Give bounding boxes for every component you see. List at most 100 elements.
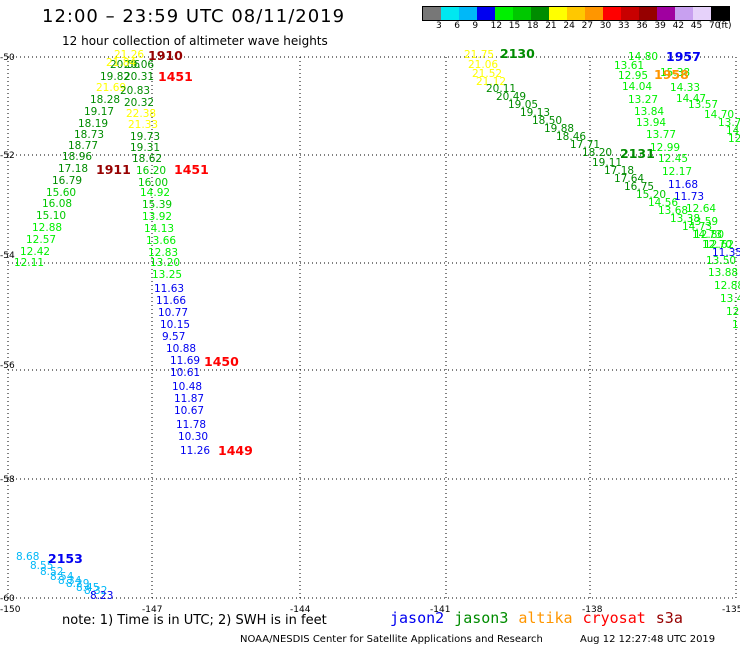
wave-height-label: 13.27 <box>628 94 658 106</box>
longitude-label: -138 <box>582 605 603 615</box>
wave-height-label: 12.11 <box>14 257 44 269</box>
wave-height-label: 8.34 <box>58 575 82 587</box>
wave-height-label: 20.11 <box>486 83 516 95</box>
wave-height-label: 11.63 <box>154 283 184 295</box>
wave-height-label: 12.80 <box>694 229 724 241</box>
wave-height-label: 15.10 <box>36 210 66 222</box>
wave-height-label: 21.26 <box>114 49 144 61</box>
wave-height-label: 14.13 <box>144 223 174 235</box>
wave-height-label: 12.45 <box>658 153 688 165</box>
wave-height-label: 12.62 <box>704 239 734 251</box>
wave-height-label: 15.38 <box>660 67 690 79</box>
legend-label: 45 <box>690 21 703 31</box>
legend-label: 70 <box>709 21 721 31</box>
legend-swatch <box>567 7 585 20</box>
legend-swatch <box>477 7 495 20</box>
color-legend <box>422 6 730 21</box>
wave-height-label: 16.79 <box>52 175 82 187</box>
wave-height-label: 21.12 <box>476 76 506 88</box>
wave-height-label: 13.88 <box>708 267 738 279</box>
wave-height-label: 18.96 <box>62 151 92 163</box>
wave-height-label: 13.38 <box>670 213 700 225</box>
wave-height-label: 14.04 <box>622 81 652 93</box>
wave-height-label: 17.71 <box>570 139 600 151</box>
wave-height-label: 11.69 <box>170 355 200 367</box>
satellite-name: altika <box>518 609 573 627</box>
wave-height-label: 16.75 <box>624 181 654 193</box>
wave-height-label: 12.42 <box>20 246 50 258</box>
legend-swatch <box>621 7 639 20</box>
wave-height-label: 10.67 <box>174 405 204 417</box>
wave-height-label: 11.35 <box>712 247 740 259</box>
wave-height-label: 12.5 <box>728 133 740 145</box>
legend-swatch <box>693 7 711 20</box>
wave-height-label: 13.25 <box>152 269 182 281</box>
wave-height-label: 12 <box>726 306 739 318</box>
wave-height-label: 19.82 <box>100 71 130 83</box>
legend-swatch <box>531 7 549 20</box>
wave-height-label: 12.88 <box>714 280 740 292</box>
legend-label: 24 <box>563 21 575 31</box>
color-legend-labels: 3 6 9 12 15 18 21 24 27 30 33 36 39 42 45 70 (ft) <box>422 21 740 35</box>
wave-height-label: 11.26 <box>180 445 210 457</box>
wave-height-label: 19.17 <box>84 106 114 118</box>
wave-height-label: 10.15 <box>160 319 190 331</box>
pass-time-label: 1957 <box>666 49 701 64</box>
wave-height-label: 18.19 <box>78 118 108 130</box>
wave-height-label: 12.57 <box>26 234 56 246</box>
longitude-label: -144 <box>290 605 311 615</box>
wave-height-label: 10.61 <box>170 367 200 379</box>
legend-swatch <box>423 7 441 20</box>
legend-swatch <box>495 7 513 20</box>
map-subtitle: 12 hour collection of altimeter wave hei… <box>62 34 328 48</box>
wave-height-label: 13.20 <box>150 257 180 269</box>
wave-height-label: 13.84 <box>634 106 664 118</box>
satellite-name: s3a <box>655 609 683 627</box>
wave-height-label: 8.32 <box>84 585 107 597</box>
wave-height-label: 10.30 <box>178 431 208 443</box>
wave-height-label: 20.49 <box>496 91 526 103</box>
legend-swatch <box>657 7 675 20</box>
wave-height-label: 19.73 <box>130 131 160 143</box>
wave-height-label: 14.56 <box>648 197 678 209</box>
wave-height-label: 21.69 <box>96 82 126 94</box>
satellite-name: cryosat <box>582 609 646 627</box>
legend-label: 9 <box>472 21 479 31</box>
pass-time-label: 1451 <box>158 69 193 84</box>
wave-height-label: 19.11 <box>592 157 622 169</box>
wave-height-label: 14.73 <box>692 229 722 241</box>
satellite-name: jason2 <box>390 609 445 627</box>
legend-label: 33 <box>618 21 630 31</box>
wave-height-label: 13.4 <box>720 293 740 305</box>
wave-height-label: 21.75 <box>464 49 494 61</box>
wave-height-label: 21.84 <box>106 57 136 69</box>
wave-height-label: 11.87 <box>174 393 204 405</box>
timestamp-text: Aug 12 12:27:48 UTC 2019 <box>580 634 716 645</box>
credit-text: NOAA/NESDIS Center for Satellite Applica… <box>240 634 543 645</box>
legend-label: 6 <box>454 21 460 31</box>
wave-height-label: 10.48 <box>172 381 202 393</box>
wave-height-label: 19.13 <box>520 107 550 119</box>
wave-height-label: 13.59 <box>688 216 718 228</box>
legend-label: 21 <box>545 21 557 31</box>
latitude-label: -52 <box>0 151 15 161</box>
wave-height-label: 18.28 <box>90 94 120 106</box>
legend-label: 3 <box>436 21 442 31</box>
wave-height-label: 18.62 <box>132 153 162 165</box>
wave-height-label: 13.66 <box>146 235 176 247</box>
wave-height-label: 8.45 <box>76 582 99 594</box>
wave-height-label: 16.08 <box>42 198 72 210</box>
wave-height-label: 12.83 <box>148 247 178 259</box>
wave-height-label: 20.83 <box>120 85 150 97</box>
legend-swatch <box>459 7 477 20</box>
legend-label: 18 <box>527 21 539 31</box>
wave-height-label: 10.77 <box>158 307 188 319</box>
pass-time-label: 1910 <box>148 48 183 63</box>
legend-swatch <box>441 7 459 20</box>
wave-height-label: 22.38 <box>126 108 156 120</box>
legend-swatch <box>675 7 693 20</box>
wave-height-label: 12.70 <box>702 239 732 251</box>
wave-height-label: 11.78 <box>176 419 206 431</box>
longitude-label: -135 <box>722 605 740 615</box>
